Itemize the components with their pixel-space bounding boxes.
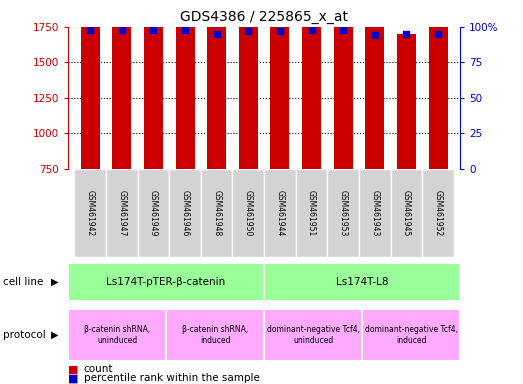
Text: GSM461945: GSM461945: [402, 190, 411, 236]
Text: Ls174T-pTER-β-catenin: Ls174T-pTER-β-catenin: [106, 277, 226, 287]
Bar: [74, 169, 106, 257]
Bar: [239, 8, 258, 169]
Text: GSM461948: GSM461948: [212, 190, 221, 236]
Text: dominant-negative Tcf4,
uninduced: dominant-negative Tcf4, uninduced: [267, 325, 360, 345]
Point: [149, 26, 157, 33]
Text: percentile rank within the sample: percentile rank within the sample: [84, 373, 259, 383]
Bar: [68, 309, 166, 361]
Text: β-catenin shRNA,
uninduced: β-catenin shRNA, uninduced: [84, 325, 150, 345]
Point: [212, 31, 221, 37]
Text: GSM461953: GSM461953: [339, 190, 348, 236]
Point: [86, 26, 94, 33]
Text: GSM461946: GSM461946: [180, 190, 189, 236]
Text: GSM461943: GSM461943: [370, 190, 379, 236]
Bar: [327, 169, 359, 257]
Bar: [429, 18, 448, 169]
Text: count: count: [84, 364, 113, 374]
Bar: [334, 0, 353, 169]
Text: β-catenin shRNA,
induced: β-catenin shRNA, induced: [182, 325, 248, 345]
Point: [402, 31, 411, 37]
Text: cell line: cell line: [3, 277, 43, 287]
Bar: [295, 169, 327, 257]
Bar: [106, 169, 138, 257]
Text: GSM461952: GSM461952: [434, 190, 442, 236]
Bar: [176, 8, 195, 169]
Text: GSM461944: GSM461944: [276, 190, 285, 236]
Bar: [397, 34, 416, 169]
Text: GSM461951: GSM461951: [307, 190, 316, 236]
Bar: [270, 0, 289, 169]
Text: ▶: ▶: [51, 330, 59, 340]
Bar: [264, 263, 460, 301]
Bar: [207, 11, 226, 169]
Bar: [201, 169, 233, 257]
Bar: [422, 169, 454, 257]
Point: [244, 28, 253, 34]
Text: ■: ■: [68, 364, 78, 374]
Text: GSM461942: GSM461942: [86, 190, 95, 236]
Bar: [302, 0, 321, 169]
Bar: [144, 0, 163, 169]
Text: GSM461949: GSM461949: [149, 190, 158, 236]
Bar: [68, 263, 264, 301]
Bar: [169, 169, 201, 257]
Bar: [366, 13, 384, 169]
Bar: [359, 169, 391, 257]
Text: ▶: ▶: [51, 277, 59, 287]
Point: [276, 28, 284, 34]
Bar: [138, 169, 169, 257]
Point: [308, 26, 316, 33]
Text: Ls174T-L8: Ls174T-L8: [336, 277, 389, 287]
Text: GSM461950: GSM461950: [244, 190, 253, 236]
Point: [181, 26, 189, 33]
Bar: [362, 309, 460, 361]
Bar: [81, 0, 99, 169]
Bar: [233, 169, 264, 257]
Point: [339, 26, 347, 33]
Bar: [112, 0, 131, 169]
Title: GDS4386 / 225865_x_at: GDS4386 / 225865_x_at: [180, 10, 348, 25]
Text: GSM461947: GSM461947: [117, 190, 126, 236]
Bar: [264, 169, 295, 257]
Text: dominant-negative Tcf4,
induced: dominant-negative Tcf4, induced: [365, 325, 458, 345]
Point: [434, 31, 442, 37]
Text: protocol: protocol: [3, 330, 46, 340]
Point: [118, 26, 126, 33]
Bar: [264, 309, 362, 361]
Point: [371, 32, 379, 38]
Text: ■: ■: [68, 373, 78, 383]
Bar: [391, 169, 422, 257]
Bar: [166, 309, 264, 361]
